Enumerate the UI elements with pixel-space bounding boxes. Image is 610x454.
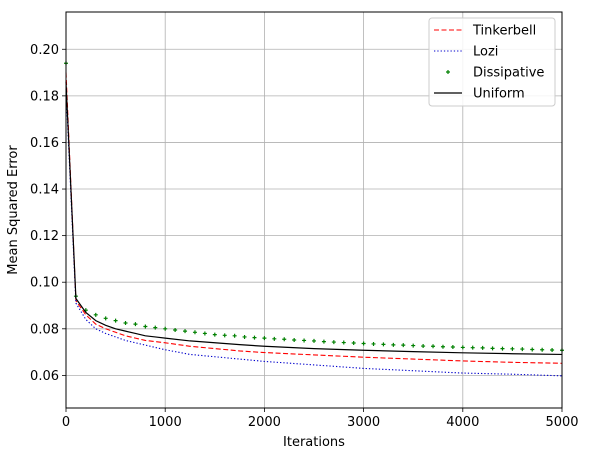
- data-point: [321, 339, 326, 344]
- data-point: [391, 342, 396, 347]
- data-point: [103, 316, 108, 321]
- data-point: [192, 330, 197, 335]
- data-point: [361, 341, 366, 346]
- y-tick-label: 0.12: [30, 229, 59, 244]
- legend-entry-tinkerbell: Tinkerbell: [434, 24, 536, 39]
- series-uniform: [65, 81, 563, 356]
- data-point: [133, 322, 138, 327]
- data-point: [500, 346, 505, 351]
- data-point: [153, 325, 158, 330]
- series-lozi: [65, 88, 563, 377]
- data-point: [232, 333, 237, 338]
- data-point: [530, 347, 535, 352]
- data-point: [470, 345, 475, 350]
- legend-entry-dissipative: Dissipative: [446, 66, 544, 81]
- series-line-uniform: [65, 81, 563, 356]
- data-point: [292, 337, 297, 342]
- y-axis-label: Mean Squared Error: [6, 145, 21, 275]
- data-point: [173, 327, 178, 332]
- y-tick-label: 0.06: [30, 369, 59, 384]
- x-tick-label: 4000: [446, 415, 479, 430]
- series-dissipative: [64, 61, 564, 353]
- data-point: [272, 336, 277, 341]
- data-point: [510, 346, 515, 351]
- y-tick-label: 0.08: [30, 322, 59, 337]
- data-point: [550, 347, 555, 352]
- series-layer: [64, 61, 564, 377]
- data-point: [143, 324, 148, 329]
- data-point: [421, 344, 426, 349]
- series-line-tinkerbell: [65, 72, 563, 364]
- x-tick-label: 1000: [149, 415, 182, 430]
- data-point: [431, 344, 436, 349]
- data-point: [480, 345, 485, 350]
- x-tick-label: 0: [62, 415, 70, 430]
- plot-frame: [65, 11, 563, 409]
- y-tick-label: 0.18: [30, 89, 59, 104]
- legend-label: Dissipative: [473, 66, 544, 81]
- data-point: [351, 341, 356, 346]
- y-tick-label: 0.10: [30, 276, 59, 291]
- x-tick-label: 2000: [248, 415, 281, 430]
- legend-marker: [446, 70, 450, 74]
- legend-entry-lozi: Lozi: [434, 45, 498, 60]
- y-tick-label: 0.16: [30, 136, 59, 151]
- data-point: [440, 344, 445, 349]
- data-point: [212, 332, 217, 337]
- legend-label: Tinkerbell: [472, 24, 536, 39]
- data-point: [163, 326, 168, 331]
- data-point: [202, 331, 207, 336]
- data-point: [401, 343, 406, 348]
- data-point: [222, 333, 227, 338]
- legend-box: [428, 17, 556, 107]
- x-tick-label: 3000: [347, 415, 380, 430]
- data-point: [183, 329, 188, 334]
- data-point: [302, 338, 307, 343]
- data-point: [371, 341, 376, 346]
- legend-label: Lozi: [473, 45, 498, 60]
- data-point: [411, 343, 416, 348]
- y-tick-label: 0.14: [30, 183, 59, 198]
- legend: Tinkerbell Lozi Dissipative Uniform: [428, 17, 556, 107]
- legend-label: Uniform: [473, 87, 525, 102]
- data-point: [450, 344, 455, 349]
- ticks: 0 1000 2000 3000 4000 5000 0.06 0.08 0.10 0.12 0.1…: [30, 43, 579, 430]
- data-point: [341, 340, 346, 345]
- data-point: [252, 335, 257, 340]
- x-axis-label: Iterations: [283, 435, 345, 450]
- data-point: [262, 336, 267, 341]
- y-tick-label: 0.20: [30, 43, 59, 58]
- data-point: [540, 347, 545, 352]
- data-point: [312, 338, 316, 343]
- data-point: [123, 320, 128, 325]
- data-point: [460, 345, 465, 350]
- data-point: [490, 346, 495, 351]
- data-point: [242, 334, 247, 339]
- x-tick-label: 5000: [545, 415, 578, 430]
- legend-entry-uniform: Uniform: [434, 87, 525, 102]
- series-line-lozi: [65, 88, 563, 377]
- data-point: [381, 342, 386, 347]
- data-point: [520, 347, 525, 352]
- data-point: [282, 337, 287, 342]
- data-point: [331, 340, 336, 345]
- data-point: [113, 318, 118, 323]
- data-point: [93, 312, 98, 317]
- series-tinkerbell: [65, 72, 563, 364]
